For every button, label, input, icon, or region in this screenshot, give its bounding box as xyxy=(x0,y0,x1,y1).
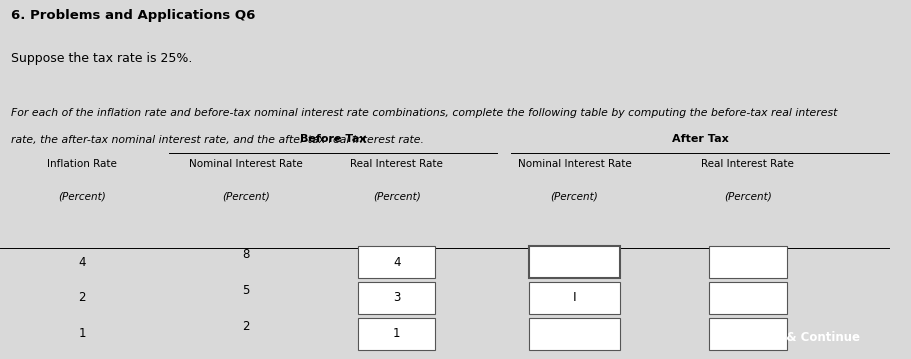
Text: Nominal Interest Rate: Nominal Interest Rate xyxy=(189,159,302,169)
Text: Suppose the tax rate is 25%.: Suppose the tax rate is 25%. xyxy=(11,52,192,65)
Text: 2: 2 xyxy=(78,292,86,304)
Text: 2: 2 xyxy=(242,320,250,333)
FancyBboxPatch shape xyxy=(528,246,619,278)
Text: 4: 4 xyxy=(78,256,86,269)
FancyBboxPatch shape xyxy=(357,318,435,350)
Text: I: I xyxy=(572,292,576,304)
Text: (Percent): (Percent) xyxy=(723,191,771,201)
Text: Save & Continue: Save & Continue xyxy=(749,331,859,344)
FancyBboxPatch shape xyxy=(709,318,785,350)
FancyBboxPatch shape xyxy=(709,282,785,314)
Text: 5: 5 xyxy=(242,284,250,297)
FancyBboxPatch shape xyxy=(528,318,619,350)
Text: (Percent): (Percent) xyxy=(222,191,270,201)
Text: 1: 1 xyxy=(78,327,86,340)
Text: Real Interest Rate: Real Interest Rate xyxy=(350,159,443,169)
FancyBboxPatch shape xyxy=(357,282,435,314)
FancyBboxPatch shape xyxy=(357,246,435,278)
Text: Nominal Interest Rate: Nominal Interest Rate xyxy=(517,159,630,169)
Text: (Percent): (Percent) xyxy=(58,191,106,201)
Text: (Percent): (Percent) xyxy=(373,191,420,201)
Text: After Tax: After Tax xyxy=(670,134,728,144)
Text: 3: 3 xyxy=(393,292,400,304)
Text: For each of the inflation rate and before-tax nominal interest rate combinations: For each of the inflation rate and befor… xyxy=(11,108,836,118)
Text: Before Tax: Before Tax xyxy=(300,134,365,144)
Text: 1: 1 xyxy=(393,327,400,340)
Text: 6. Problems and Applications Q6: 6. Problems and Applications Q6 xyxy=(11,9,255,22)
Text: rate, the after-tax nominal interest rate, and the after-tax real interest rate.: rate, the after-tax nominal interest rat… xyxy=(11,135,424,145)
Text: Inflation Rate: Inflation Rate xyxy=(47,159,117,169)
FancyBboxPatch shape xyxy=(709,246,785,278)
Text: 4: 4 xyxy=(393,256,400,269)
Text: Real Interest Rate: Real Interest Rate xyxy=(701,159,793,169)
Text: 8: 8 xyxy=(242,248,250,261)
FancyBboxPatch shape xyxy=(528,282,619,314)
Text: (Percent): (Percent) xyxy=(550,191,598,201)
